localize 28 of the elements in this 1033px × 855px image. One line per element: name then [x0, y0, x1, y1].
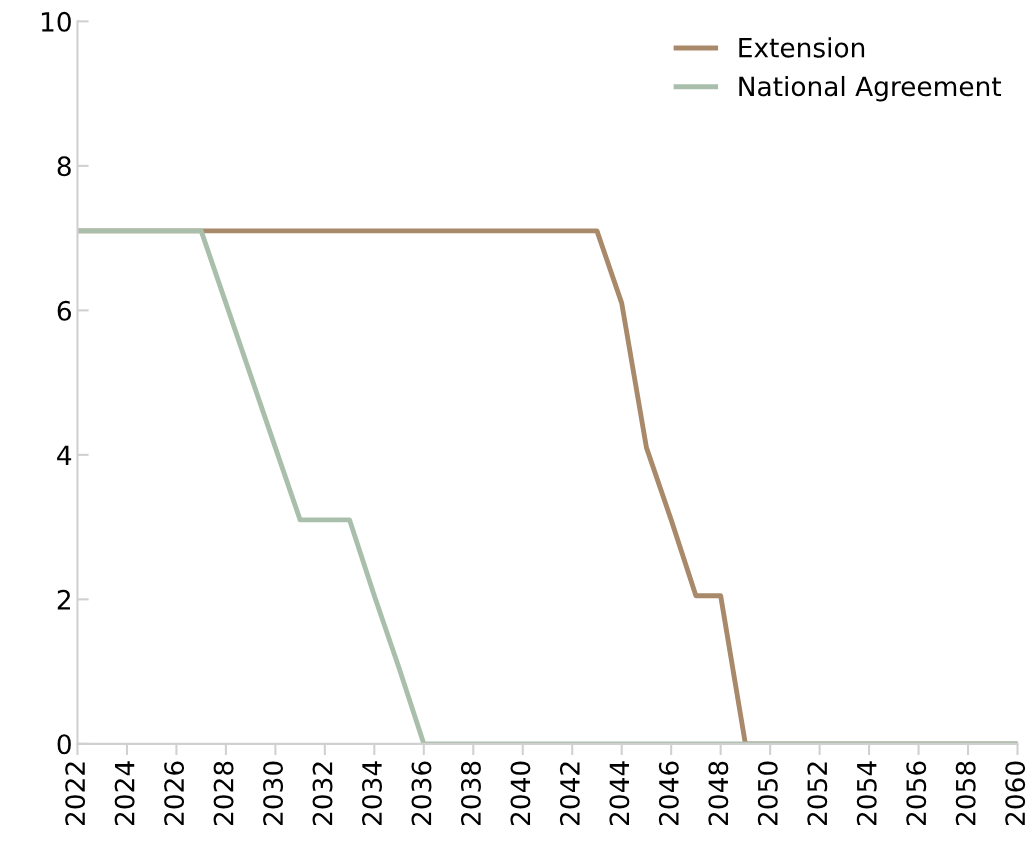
- x-tick-label: 2022: [65, 762, 86, 826]
- x-tick-label: 2028: [213, 761, 234, 826]
- y-tick-label: 4: [57, 445, 72, 465]
- x-tick-label: 2052: [807, 762, 828, 826]
- legend-label: Extension: [739, 37, 865, 58]
- x-tick-label: 2056: [906, 761, 927, 826]
- x-tick-label: 2036: [411, 761, 432, 826]
- y-tick-label: 0: [57, 734, 71, 755]
- x-tick-label: 2040: [510, 761, 531, 826]
- x-tick-label: 2024: [114, 761, 135, 826]
- x-tick-label: 2060: [1005, 761, 1026, 826]
- y-tick-label: 2: [57, 589, 70, 610]
- x-tick-label: 2046: [658, 761, 679, 826]
- x-tick-label: 2034: [362, 761, 382, 826]
- x-tick-label: 2038: [460, 761, 481, 826]
- x-tick-label: 2032: [312, 762, 333, 826]
- x-tick-label: 2048: [708, 761, 729, 826]
- x-tick-label: 2026: [164, 761, 185, 826]
- legend-label: National Agreement: [739, 75, 1002, 102]
- x-tick-label: 2030: [263, 761, 284, 826]
- y-tick-label: 8: [57, 156, 71, 177]
- x-tick-label: 2042: [559, 762, 580, 826]
- y-tick-label: 6: [57, 300, 71, 321]
- x-tick-label: 2054: [856, 761, 877, 826]
- x-tick-label: 2050: [757, 761, 778, 826]
- x-tick-label: 2044: [609, 761, 630, 826]
- y-tick-label: 10: [41, 11, 71, 32]
- x-tick-label: 2058: [955, 761, 976, 826]
